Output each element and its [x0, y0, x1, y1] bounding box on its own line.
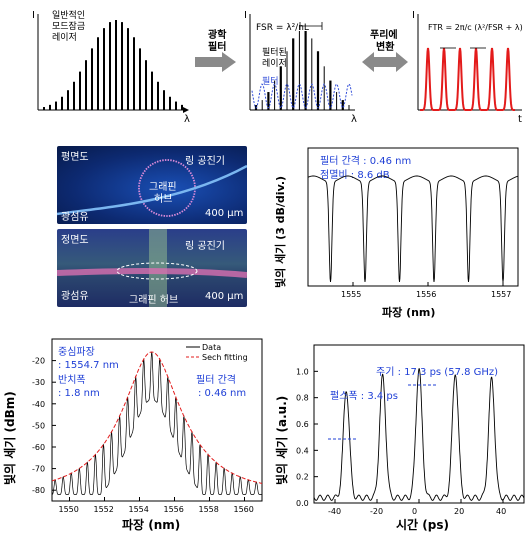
chartA-ylabel: 빛의 세기 (3 dB/div.)	[273, 176, 287, 288]
chartB-xlabel: 파장 (nm)	[122, 517, 180, 532]
top-hub-label-2: 허브	[154, 194, 173, 205]
side-hub-label: 그래핀 허브	[129, 295, 179, 306]
laser-label-2: 모드잠금	[52, 21, 85, 32]
axis-I-3: I	[412, 10, 415, 21]
chartB-xtick-label: 1550	[59, 505, 79, 514]
top-schematic: I λ 일반적인 모드잠금 레이저 광학 필터 I λ FSR = λ²/nL …	[32, 9, 523, 125]
fsr-formula: FSR = λ²/nL	[256, 23, 309, 33]
chartB-annot-2: : 1554.7 nm	[58, 360, 119, 371]
chartC-ytick-label: 0.4	[296, 446, 309, 455]
chartA-xtick-label: 1555	[341, 290, 361, 299]
top-view-title: 평면도	[61, 152, 89, 163]
chartC-xtick-label: 40	[496, 507, 506, 516]
chartC-xtick-label: -20	[370, 507, 383, 516]
chartC-xtick-label: 0	[412, 507, 417, 516]
side-fiber-label: 광섬유	[61, 291, 89, 302]
chartC-ytick-label: 0.2	[296, 473, 309, 482]
chartB-annot-5: 필터 간격	[196, 373, 236, 386]
filter-transmission-chart: 빛의 세기 (3 dB/div.) 파장 (nm) 필터 간격 : 0.46 n…	[273, 147, 519, 319]
filter-label: 필터	[262, 75, 279, 87]
chartC-xlabel: 시간 (ps)	[396, 517, 449, 532]
side-view-title: 정면도	[61, 235, 89, 246]
arrow1-label-1: 광학	[208, 28, 227, 41]
chartB-ytick-label: -30	[32, 378, 45, 387]
chartB-xtick-label: 1560	[234, 505, 254, 514]
chartA-xlabel: 파장 (nm)	[382, 305, 435, 319]
chartB-annot-3: 반치폭	[58, 374, 86, 386]
top-ring-label: 링 공진기	[185, 156, 225, 167]
filtered-spectrum: I λ FSR = λ²/nL 필터된 레이저 필터	[244, 10, 357, 125]
top-fiber-label: 광섬유	[61, 212, 89, 223]
chartB-ytick-label: -40	[32, 400, 45, 409]
side-ring-label: 링 공진기	[185, 241, 225, 252]
laser-label-3: 레이저	[52, 32, 77, 43]
chartC-ytick-label: 0.8	[296, 394, 309, 403]
chartB-xtick-label: 1558	[199, 505, 219, 514]
chartA-xtick-label: 1556	[416, 290, 436, 299]
chartC-ytick-label: 0.6	[296, 420, 309, 429]
chartB-xtick-label: 1556	[164, 505, 184, 514]
output-spectrum-chart: 빛의 세기 (dBm) 파장 (nm) 1550 1552 1554 1556 1558…	[2, 338, 263, 532]
top-scale-label: 400 μm	[205, 208, 244, 219]
chartA-xtick-label: 1557	[491, 290, 511, 299]
chartC-ytick-label: 0.0	[296, 499, 309, 508]
top-hub-label-1: 그래핀	[149, 182, 177, 193]
chartB-ytick-label: -20	[32, 357, 45, 366]
arrow1-label-2: 필터	[208, 40, 226, 53]
ftr-formula: FTR = 2π/c (λ²/FSR + λ)	[428, 23, 523, 32]
chartB-annot-6: : 0.46 nm	[198, 388, 246, 399]
chartA-annot-2: 점멸비 : 8.6 dB	[320, 169, 390, 181]
chartC-xtick-label: -40	[328, 507, 341, 516]
chartB-xtick-label: 1554	[129, 505, 149, 514]
chartC-annot-1: 주기 : 17.3 ps (57.8 GHz)	[376, 366, 498, 378]
mode-locked-spectrum: I λ 일반적인 모드잠금 레이저	[32, 9, 190, 125]
arrow2-label-1: 푸리에	[370, 28, 398, 41]
fourier-transform-arrow: 푸리에 변환	[362, 28, 408, 72]
axis-I-1: I	[32, 10, 35, 21]
optical-filter-arrow: 광학 필터	[195, 28, 236, 72]
chartB-ytick-label: -60	[32, 443, 45, 452]
chartB-legend-data: Data	[202, 343, 221, 352]
chartB-ylabel: 빛의 세기 (dBm)	[2, 391, 17, 485]
laser-label-1: 일반적인	[52, 9, 85, 21]
top-view-photo: 평면도 링 공진기 그래핀 허브 광섬유 400 μm	[57, 146, 247, 224]
filtered-label-1: 필터된	[262, 46, 287, 58]
chartC-ylabel: 빛의 세기 (a.u.)	[274, 396, 289, 485]
chartA-annot-1: 필터 간격 : 0.46 nm	[320, 154, 411, 167]
pulse-train-chart: 빛의 세기 (a.u.) 시간 (ps) -40 -20 0 20 40 0.0 0.2 0.…	[274, 344, 525, 532]
chartB-ytick-label: -80	[32, 486, 45, 495]
chartC-xtick-label: 20	[454, 507, 464, 516]
chartB-annot-1: 중심파장	[58, 346, 95, 358]
chartB-legend-fit: Sech fitting	[202, 353, 248, 362]
chartB-annot-4: : 1.8 nm	[58, 388, 100, 399]
chartB-xtick-label: 1552	[94, 505, 114, 514]
arrow2-label-2: 변환	[376, 40, 395, 53]
pulse-train: I t FTR = 2π/c (λ²/FSR + λ)	[412, 10, 523, 125]
side-view-photo: 정면도 링 공진기 광섬유 그래핀 허브 400 μm	[57, 229, 247, 307]
chartB-ytick-label: -50	[32, 421, 45, 430]
chartC-ytick-label: 1.0	[296, 367, 309, 376]
axis-t: t	[518, 114, 522, 125]
chartC-annot-2: 펄스폭 : 3.4 ps	[330, 390, 398, 402]
axis-lambda-2: λ	[351, 114, 357, 125]
side-scale-label: 400 μm	[205, 291, 244, 302]
chartB-ytick-label: -70	[32, 465, 45, 474]
axis-I-2: I	[244, 10, 247, 21]
axis-lambda-1: λ	[184, 114, 190, 125]
filtered-label-2: 레이저	[262, 58, 287, 69]
